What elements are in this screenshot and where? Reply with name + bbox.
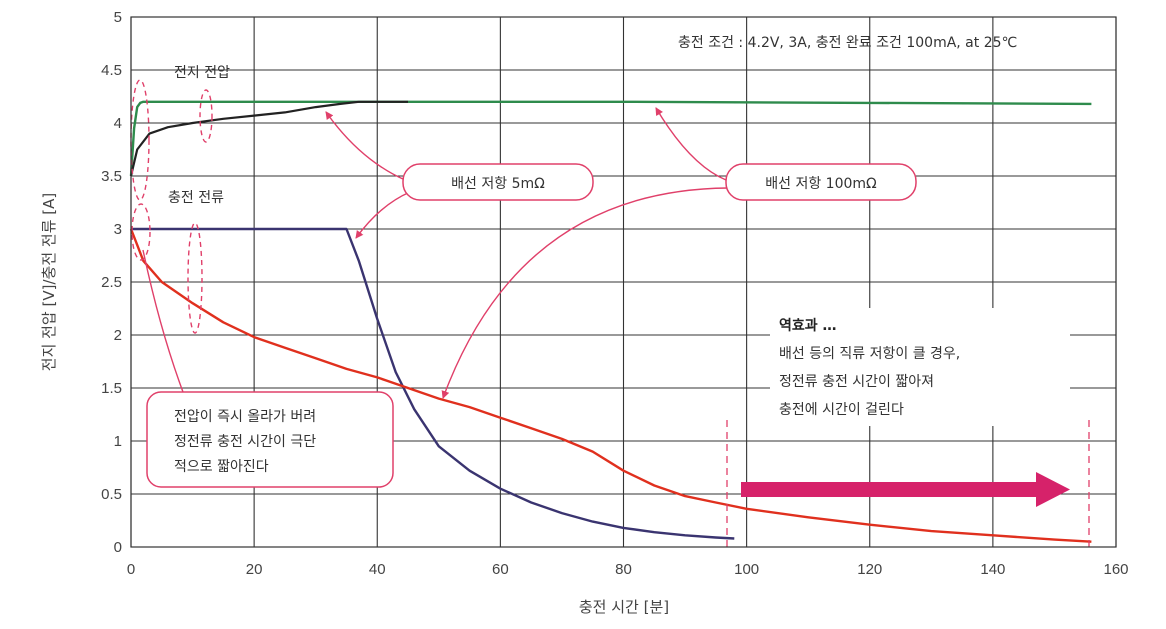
y-tick-label: 4 [114, 115, 122, 132]
right-note: 역효과 … 배선 등의 직류 저항이 클 경우, 정전류 충전 시간이 짧아져 … [770, 308, 1070, 426]
left-note-leader [142, 249, 184, 393]
series-line-2 [131, 227, 735, 540]
x-tick-label: 120 [857, 561, 882, 578]
x-tick-label: 60 [492, 561, 509, 578]
callout-5m-arrow-lower [355, 191, 411, 239]
y-tick-label: 2.5 [101, 274, 122, 291]
voltage-label-ellipse [199, 89, 213, 143]
y-tick-label: 3.5 [101, 168, 122, 185]
right-note-line-1: 배선 등의 직류 저항이 클 경우, [779, 346, 960, 362]
right-note-bg [770, 308, 1070, 426]
x-tick-label: 40 [369, 561, 386, 578]
callout-5m-box [402, 163, 594, 201]
charge-current-label: 충전 전류 [168, 190, 224, 206]
left-note: 전압이 즉시 올라가 버려 정전류 충전 시간이 극단 적으로 짧아진다 [142, 249, 394, 488]
left-note-line-2: 정전류 충전 시간이 극단 [174, 434, 316, 450]
y-tick-label: 4.5 [101, 62, 122, 79]
y-tick-label: 0.5 [101, 486, 122, 503]
y-tick-label: 0 [114, 539, 122, 556]
callout-100m-box [725, 163, 917, 201]
charge-conditions-text: 충전 조건 : 4.2V, 3A, 충전 완료 조건 100mA, at 25℃ [678, 35, 1017, 51]
left-note-box [146, 391, 394, 488]
y-tick-label: 2 [114, 327, 122, 344]
x-tick-label: 0 [127, 561, 135, 578]
y-tick-label: 1 [114, 433, 122, 450]
callout-5m-text: 배선 저항 5mΩ [451, 176, 545, 192]
callout-wire-100m: 배선 저항 100mΩ [441, 107, 917, 399]
series-line-1 [129, 100, 408, 177]
right-note-title: 역효과 … [779, 317, 837, 334]
x-tick-label: 160 [1103, 561, 1128, 578]
y-tick-label: 1.5 [101, 380, 122, 397]
y-axis-label: 전지 전압 [V]/충전 전류 [A] [40, 193, 58, 371]
voltage-rise-ellipse [130, 79, 150, 201]
callout-100m-arrow-lower [441, 187, 729, 399]
left-note-line-1: 전압이 즉시 올라가 버려 [174, 409, 316, 425]
extension-arrow [741, 472, 1070, 507]
callout-5m-arrow-upper [325, 111, 406, 181]
series-line-0 [129, 100, 1092, 177]
y-tick-label: 5 [114, 9, 122, 26]
x-tick-label: 100 [734, 561, 759, 578]
x-tick-label: 140 [980, 561, 1005, 578]
callout-wire-5m: 배선 저항 5mΩ [325, 111, 594, 239]
plot-frame [130, 16, 1117, 548]
highlight-ellipses [130, 79, 213, 334]
right-note-line-3: 충전에 시간이 걸린다 [779, 402, 904, 418]
y-tick-label: 3 [114, 221, 122, 238]
current-drop-ellipse [131, 203, 151, 261]
x-tick-label: 20 [246, 561, 263, 578]
series-line-3 [129, 228, 1092, 543]
right-note-line-2: 정전류 충전 시간이 짧아져 [779, 374, 934, 390]
callout-100m-arrow-upper [655, 107, 727, 181]
battery-voltage-label: 전지 전압 [174, 65, 230, 81]
x-axis-label: 충전 시간 [분] [579, 598, 669, 616]
left-note-line-3: 적으로 짧아진다 [174, 459, 269, 475]
data-series [129, 100, 1092, 543]
callout-100m-text: 배선 저항 100mΩ [765, 176, 877, 192]
x-tick-label: 80 [615, 561, 632, 578]
current-label-ellipse [187, 222, 203, 334]
tick-labels: 0 20 40 60 80 100 120 140 160 0 0.5 1 1.5 2 2.5 3 3.5 4 4.… [101, 9, 1128, 578]
